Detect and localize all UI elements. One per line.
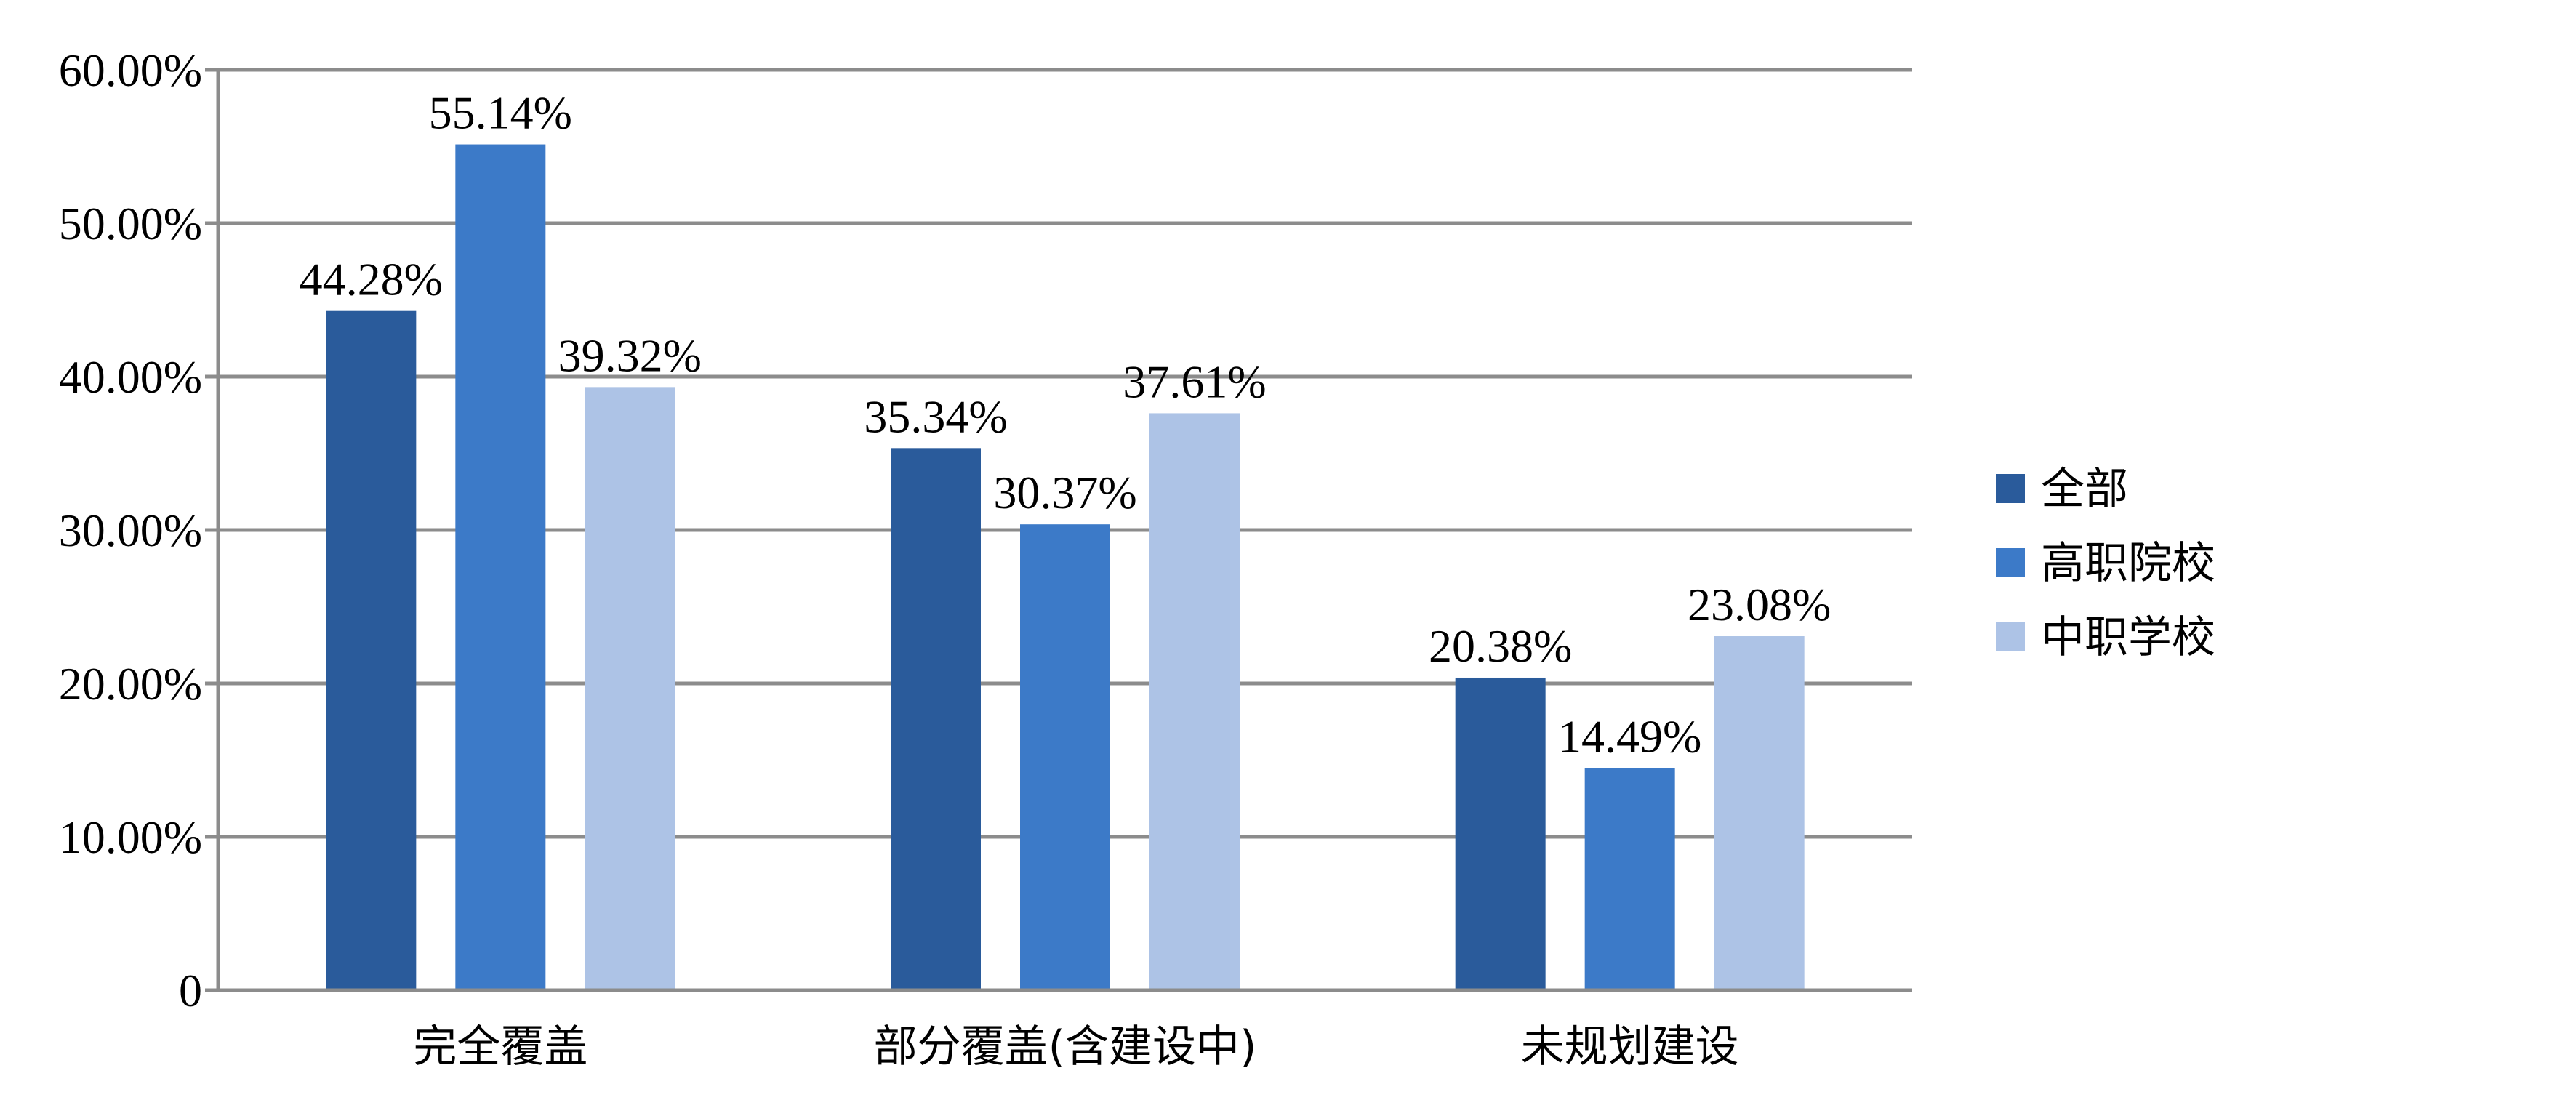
bar [1455,677,1546,990]
y-axis-ticks: 0 10.00% 20.00% 30.00% 40.00% 50.00% 60.00% [59,44,218,1016]
data-label: 30.37% [993,467,1136,518]
x-tick-label: 部分覆盖(含建设中) [874,1021,1257,1072]
legend-label: 中职学校 [2041,612,2215,663]
data-labels: 44.28% 55.14% 39.32% 35.34% 30.37% 37.61% 20.3… [300,87,1831,763]
legend-swatch [1996,622,2025,651]
bar [585,387,675,990]
data-label: 14.49% [1558,710,1701,762]
y-tick-label: 40.00% [59,351,202,403]
data-label: 55.14% [429,87,572,139]
y-tick-label: 10.00% [59,811,202,863]
data-label: 20.38% [1429,620,1572,672]
legend-label: 高职院校 [2041,538,2215,589]
legend-label: 全部 [2041,464,2128,515]
data-label: 44.28% [300,254,443,305]
y-tick-label: 50.00% [59,198,202,249]
bar [326,310,417,990]
data-label: 23.08% [1688,579,1831,630]
legend-swatch [1996,548,2025,577]
y-tick-label: 30.00% [59,505,202,556]
bar [1584,768,1675,990]
data-label: 35.34% [864,390,1007,442]
x-axis: 完全覆盖 部分覆盖(含建设中) 未规划建设 [216,70,1912,1072]
data-label: 37.61% [1123,356,1266,407]
bar [455,144,546,990]
bar [1714,636,1805,990]
bar [1149,413,1240,990]
x-tick-label: 完全覆盖 [413,1021,587,1072]
data-label: 39.32% [558,329,702,381]
legend-swatch [1996,474,2025,503]
bars [326,144,1805,990]
bar [1020,524,1110,990]
y-tick-label: 20.00% [59,658,202,710]
y-tick-label: 0 [179,965,202,1016]
x-tick-label: 未规划建设 [1521,1021,1739,1072]
bar [891,448,981,990]
y-tick-label: 60.00% [59,44,202,96]
